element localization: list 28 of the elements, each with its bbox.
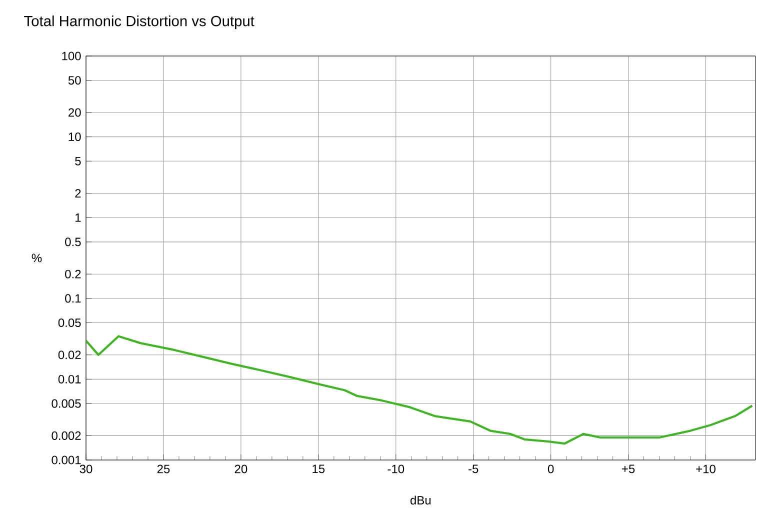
y-tick-label: 5 bbox=[75, 156, 81, 166]
y-tick-label: 10 bbox=[68, 132, 81, 142]
x-tick-label: 0 bbox=[548, 464, 554, 474]
x-tick-label: -10 bbox=[388, 464, 404, 474]
y-tick-label: 0.02 bbox=[58, 350, 81, 360]
y-tick-label: 0.002 bbox=[52, 431, 81, 440]
y-tick-label: 50 bbox=[68, 76, 81, 85]
chart-title: Total Harmonic Distortion vs Output bbox=[24, 15, 254, 30]
y-axis-title: % bbox=[32, 254, 42, 262]
y-tick-label: 0.001 bbox=[52, 456, 81, 464]
x-tick-label: +10 bbox=[696, 464, 716, 474]
x-tick-label: 20 bbox=[234, 464, 248, 474]
y-tick-label: 0.1 bbox=[65, 294, 81, 303]
x-tick-label: 30 bbox=[80, 464, 92, 474]
x-tick-label: 25 bbox=[157, 464, 170, 474]
y-tick-label: 0.5 bbox=[65, 238, 81, 246]
y-tick-label: 2 bbox=[75, 189, 81, 198]
x-tick-label: 15 bbox=[312, 464, 325, 474]
y-tick-label: 100 bbox=[62, 52, 81, 60]
y-tick-label: 1 bbox=[76, 213, 81, 222]
y-tick-label: 0.2 bbox=[65, 270, 81, 278]
y-tick-label: 20 bbox=[68, 108, 81, 117]
y-tick-label: 0.05 bbox=[58, 318, 81, 327]
x-tick-label: +5 bbox=[622, 464, 635, 474]
y-tick-label: 0.01 bbox=[58, 374, 81, 384]
x-tick-label: -5 bbox=[468, 464, 478, 474]
x-axis-title: dBu bbox=[410, 496, 431, 505]
y-tick-label: 0.005 bbox=[52, 399, 81, 408]
